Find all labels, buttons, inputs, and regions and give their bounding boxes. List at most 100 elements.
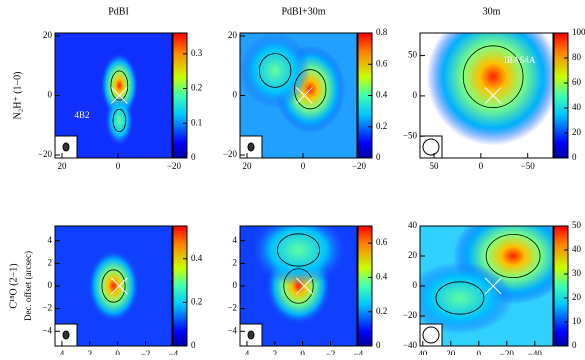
row-label: C¹⁸O (2−1) (8, 263, 19, 308)
annotation: 4B2 (74, 110, 89, 120)
y-axis-label: Dec. offset (arcsec) (23, 251, 33, 321)
colorbar (553, 32, 569, 159)
x-tick-label: −20 (500, 349, 515, 355)
colorbar-tick-label: 0 (376, 340, 381, 350)
colorbar (553, 225, 569, 347)
colorbar-tick-label: 50 (572, 220, 582, 230)
contour (283, 268, 314, 304)
y-tick-label: 0 (48, 90, 53, 100)
contour (101, 269, 126, 303)
y-tick-label: 2 (48, 257, 53, 267)
contour (112, 108, 127, 133)
x-tick-label: −2 (326, 349, 336, 355)
x-tick-label: 2 (88, 349, 93, 355)
y-tick-label: −20 (223, 149, 238, 159)
beam (247, 330, 255, 340)
colorbar (172, 225, 188, 347)
colorbar-tick-label: 0 (191, 340, 196, 350)
y-tick-label: 0 (413, 280, 418, 290)
y-tick-label: −2 (42, 303, 52, 313)
column-title: 30m (483, 6, 501, 17)
colorbar-tick-label: 100 (572, 27, 585, 37)
colorbar-tick-label: 60 (572, 77, 582, 87)
y-tick-label: −50 (403, 130, 418, 140)
y-tick-label: 50 (408, 50, 418, 60)
colorbar-tick-label: 0.8 (376, 27, 388, 37)
x-tick-label: −4 (169, 349, 179, 355)
colorbar (357, 225, 373, 347)
contour (485, 233, 541, 278)
beam (62, 142, 70, 152)
colorbar-tick-label: 20 (572, 292, 582, 302)
column-title: PdBI+30m (282, 6, 326, 17)
x-tick-label: −20 (167, 161, 182, 171)
colorbar-tick-label: 0.2 (376, 306, 387, 316)
emission (240, 33, 311, 108)
beam (422, 326, 440, 344)
cross (110, 277, 128, 295)
row-label: N₂H⁺ (1−0) (12, 71, 23, 119)
colorbar (172, 32, 188, 159)
x-tick-label: 4 (245, 349, 250, 355)
y-tick-label: −2 (227, 303, 237, 313)
x-tick-label: 0 (300, 349, 305, 355)
x-tick-label: −20 (352, 161, 367, 171)
colorbar-tick-label: 0.3 (191, 48, 203, 58)
emission (105, 95, 134, 146)
y-tick-label: −4 (227, 325, 237, 335)
colorbar-tick-label: 0 (191, 152, 196, 162)
contour (110, 70, 129, 101)
y-tick-label: 0 (233, 280, 238, 290)
x-tick-label: 0 (477, 349, 482, 355)
y-tick-label: 4 (48, 235, 53, 245)
colorbar-tick-label: 0.6 (376, 237, 388, 247)
colorbar-tick-label: 0 (572, 340, 577, 350)
x-tick-label: 0 (479, 161, 484, 171)
beam (422, 138, 440, 156)
beam (62, 330, 70, 340)
y-tick-label: −40 (403, 340, 418, 350)
x-tick-label: −50 (521, 161, 536, 171)
x-tick-label: 4 (60, 349, 65, 355)
colorbar-tick-label: 0 (572, 152, 577, 162)
colorbar-tick-label: 0.4 (191, 253, 203, 263)
y-tick-label: 2 (233, 257, 238, 267)
x-tick-label: 0 (116, 161, 121, 171)
image (420, 226, 553, 346)
y-tick-label: −20 (38, 149, 53, 159)
contour (462, 45, 524, 109)
cross (484, 277, 502, 295)
y-tick-label: 4 (233, 235, 238, 245)
contour (435, 281, 485, 315)
emission (426, 33, 553, 146)
y-tick-label: 20 (408, 250, 418, 260)
x-tick-label: 50 (430, 161, 440, 171)
y-tick-label: −4 (42, 325, 52, 335)
contour (294, 69, 327, 110)
colorbar-tick-label: 0.2 (191, 296, 202, 306)
colorbar-tick-label: 0 (376, 152, 381, 162)
x-tick-label: 0 (301, 161, 306, 171)
y-tick-label: 20 (43, 30, 53, 40)
colorbar-tick-label: 0.2 (376, 121, 387, 131)
colorbar-tick-label: 0.4 (376, 90, 388, 100)
colorbar-tick-label: 10 (572, 316, 582, 326)
colorbar-tick-label: 0.4 (376, 271, 388, 281)
emission (420, 262, 514, 334)
cross (295, 87, 313, 104)
y-tick-label: 0 (233, 90, 238, 100)
colorbar-tick-label: 0.1 (191, 117, 202, 127)
cross (110, 87, 128, 104)
emission (87, 250, 140, 322)
y-tick-label: −20 (403, 310, 418, 320)
y-tick-label: 0 (48, 280, 53, 290)
colorbar-tick-label: 80 (572, 52, 582, 62)
cross (295, 277, 313, 295)
x-tick-label: −2 (141, 349, 151, 355)
beam (247, 142, 255, 152)
x-tick-label: 0 (115, 349, 120, 355)
x-tick-label: 20 (446, 349, 456, 355)
y-tick-label: 40 (408, 220, 418, 230)
y-tick-label: 0 (413, 90, 418, 100)
